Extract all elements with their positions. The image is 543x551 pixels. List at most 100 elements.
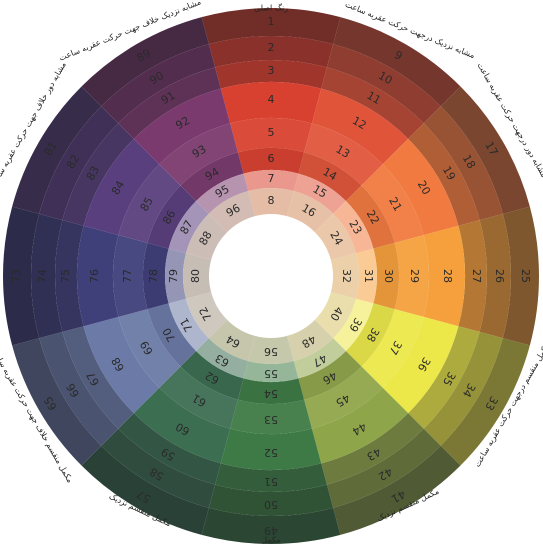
cell-number: 32 — [340, 269, 353, 283]
cell-number: 43 — [364, 445, 383, 463]
wheel-cell — [314, 213, 357, 260]
cell-number: 60 — [173, 420, 192, 438]
cell-number: 45 — [333, 391, 352, 409]
cell-number: 94 — [203, 165, 222, 183]
cell-number: 78 — [147, 269, 160, 283]
wheel-numbers: 1234567891011121314151617181920212223242… — [10, 15, 532, 537]
complement-label: مکمل — [261, 536, 280, 545]
cell-number: 51 — [264, 475, 278, 488]
wheel-cell — [248, 335, 294, 364]
cell-number: 31 — [362, 269, 375, 283]
cell-number: 21 — [386, 195, 404, 214]
cell-number: 81 — [41, 139, 59, 158]
cell-number: 59 — [159, 445, 178, 463]
wheel-cell — [208, 190, 255, 233]
wheel-cell — [113, 235, 148, 317]
wheel-cell — [168, 298, 209, 351]
wheel-cell — [287, 319, 334, 362]
cell-number: 74 — [36, 269, 49, 283]
wheel-cell — [159, 123, 238, 186]
wheel-cell — [321, 67, 424, 139]
wheel-cell — [196, 338, 249, 379]
cell-number: 84 — [109, 178, 127, 197]
cell-number: 44 — [350, 420, 369, 438]
wheel-cell — [62, 123, 134, 226]
wheel-cell — [311, 387, 409, 464]
wheel-cell — [345, 303, 395, 367]
wheel-cell — [373, 242, 399, 310]
wheel-cell — [321, 413, 424, 485]
cell-number: 18 — [460, 152, 478, 171]
cell-number: 82 — [64, 152, 82, 171]
cell-number: 10 — [376, 69, 395, 87]
cell-number: 48 — [299, 332, 318, 350]
wheel-cell — [101, 428, 216, 508]
wheel-cell — [143, 242, 169, 310]
cell-number: 92 — [173, 114, 192, 132]
cell-number: 36 — [415, 355, 433, 374]
wheel-cell — [440, 338, 530, 466]
cell-number: 1 — [268, 15, 275, 28]
wheel-cell — [333, 445, 461, 535]
wheel-cell — [101, 44, 216, 124]
wheel-cell — [333, 298, 374, 351]
wheel-cell — [147, 303, 197, 367]
wheel-cell — [304, 366, 383, 429]
cell-number: 39 — [346, 315, 364, 334]
cell-number: 5 — [268, 126, 275, 139]
cell-number: 41 — [389, 487, 408, 505]
cell-number: 42 — [376, 465, 395, 483]
wheel-cell — [408, 123, 480, 226]
cell-number: 91 — [159, 89, 178, 107]
wheel-cell — [314, 292, 357, 339]
wheel-cell — [237, 148, 305, 174]
wheel-cell — [208, 36, 334, 68]
cell-number: 88 — [196, 229, 214, 248]
wheel-cell — [479, 213, 512, 339]
cell-number: 12 — [350, 114, 369, 132]
wheel-cells — [2, 7, 539, 544]
cell-number: 3 — [268, 64, 275, 77]
cell-number: 15 — [310, 182, 329, 200]
wheel-cell — [83, 316, 160, 414]
wheel-cell — [220, 82, 322, 124]
wheel-cell — [345, 185, 395, 249]
wheel-cell — [30, 213, 63, 339]
wheel-cell — [215, 463, 327, 492]
cell-number: 17 — [482, 139, 500, 158]
wheel-cell — [298, 350, 362, 400]
cell-number: 90 — [147, 69, 166, 87]
wheel-cell — [185, 292, 228, 339]
wheel-cell — [39, 331, 119, 446]
wheel-cell — [333, 17, 461, 107]
cell-number: 27 — [470, 269, 483, 283]
cell-number: 73 — [10, 269, 23, 283]
wheel-cell — [2, 206, 40, 346]
cell-number: 38 — [364, 325, 382, 344]
wheel-cell — [62, 326, 134, 429]
cell-number: 68 — [109, 355, 127, 374]
wheel-cell — [208, 319, 255, 362]
cell-number: 72 — [196, 304, 214, 323]
wheel-cell — [356, 248, 377, 304]
wheel-cell — [133, 387, 231, 464]
wheel-cell — [81, 445, 209, 535]
wheel-cell — [287, 190, 334, 233]
cell-number: 87 — [177, 218, 195, 237]
wheel-cell — [248, 188, 294, 217]
wheel-cell — [311, 88, 409, 165]
center-hole — [211, 216, 331, 336]
cell-number: 46 — [320, 369, 339, 387]
cell-number: 76 — [88, 269, 101, 283]
cell-number: 2 — [268, 41, 275, 54]
cell-number: 25 — [519, 269, 532, 283]
wheel-cell — [12, 86, 102, 214]
cell-number: 61 — [190, 391, 209, 409]
wheel-cell — [81, 17, 209, 107]
cell-number: 52 — [264, 446, 278, 459]
cell-number: 70 — [160, 325, 178, 344]
wheel-cell — [196, 173, 249, 214]
wheel-cell — [330, 253, 359, 299]
wheel-cell — [83, 138, 160, 236]
